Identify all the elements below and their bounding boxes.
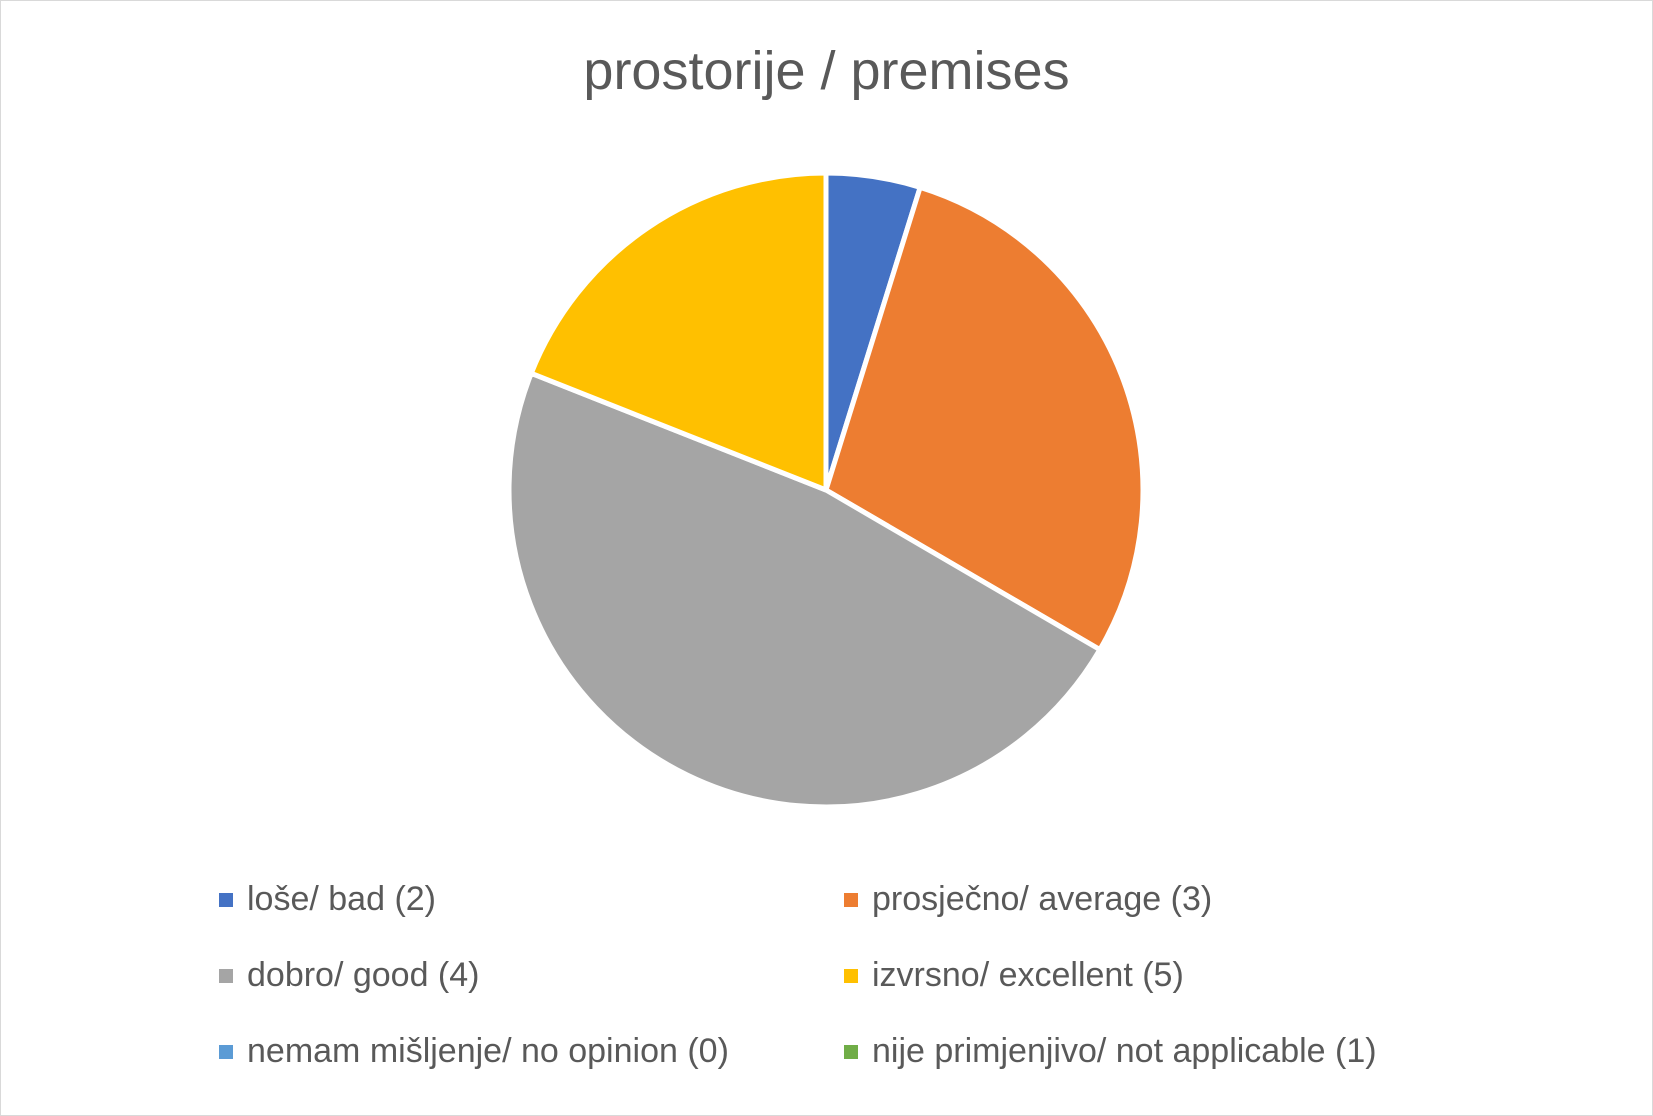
- chart-title: prostorije / premises: [583, 41, 1070, 101]
- pie-slice-2: [506, 370, 1103, 810]
- pie-slice-3: [528, 170, 829, 493]
